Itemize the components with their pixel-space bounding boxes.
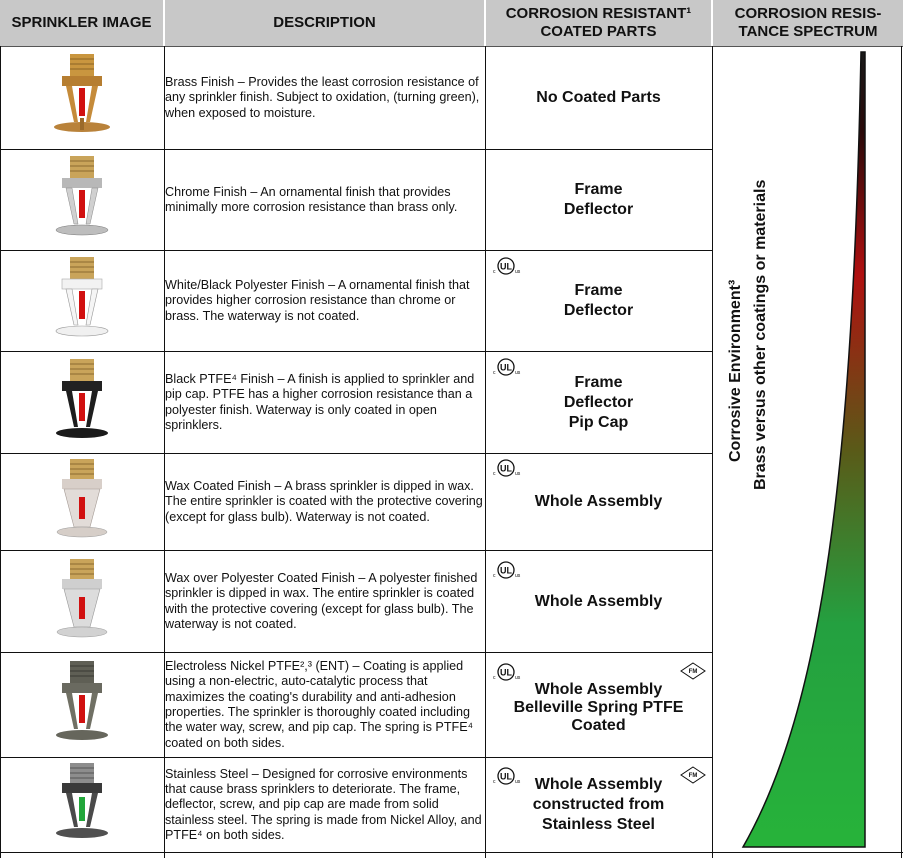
coated-part-label: Deflector (563, 393, 634, 411)
ul-listed-icon: UL c us (493, 358, 521, 376)
spectrum-label-comparison: Brass versus other coatings or materials (752, 180, 769, 490)
sprinkler-image-stainless-steel (0, 759, 163, 851)
sprinkler-image-wax-over-polyester (0, 553, 163, 650)
coated-parts-chrome: Frame Deflector (486, 152, 711, 248)
ul-listed-icon: UL c us (493, 561, 521, 579)
coated-part-label: Whole Assembly (534, 592, 663, 610)
sprinkler-image-electroless-nickel (0, 655, 163, 755)
svg-text:us: us (515, 370, 521, 376)
table-border-top (0, 46, 903, 47)
svg-text:UL: UL (500, 772, 512, 782)
ul-listed-icon: UL c us (493, 767, 521, 785)
description-stainless-steel: Stainless Steel – Designed for corrosive… (165, 766, 482, 842)
spectrum-label-environment: Corrosive Environment³ (727, 280, 744, 462)
svg-text:UL: UL (500, 566, 512, 576)
corrosion-spectrum-graphic: Corrosive Environment³ Brass versus othe… (727, 51, 866, 848)
svg-text:c: c (493, 779, 496, 785)
col-divider-2 (485, 46, 486, 858)
col-divider-3 (712, 46, 713, 858)
description-brass: Brass Finish – Provides the least corros… (165, 75, 480, 120)
coated-part-label: Whole Assembly (534, 680, 663, 698)
coated-part-label: constructed from (532, 796, 665, 813)
fm-approved-icon: FM (680, 662, 706, 680)
coated-parts-electroless-nickel: Whole Assembly Belleville Spring PTFE Co… (486, 660, 711, 755)
sprinkler-image-brass (0, 50, 163, 146)
coated-part-label: Frame (574, 181, 623, 198)
description-chrome: Chrome Finish – An ornamental finish tha… (165, 184, 458, 214)
sprinkler-image-white-polyester (0, 253, 163, 349)
table-border-left (0, 46, 1, 858)
row-divider (0, 453, 713, 454)
coated-part-label: Pip Cap (568, 413, 629, 431)
coated-part-label: Stainless Steel (542, 816, 655, 833)
coated-part-label: Whole Assembly (534, 776, 663, 793)
header-sprinkler-image: SPRINKLER IMAGE (0, 0, 165, 46)
svg-text:UL: UL (500, 363, 512, 373)
svg-text:c: c (493, 370, 496, 376)
row-divider (0, 149, 713, 150)
header-coated-parts: CORROSION RESISTANT¹ COATED PARTS (486, 0, 713, 46)
coated-parts-wax-over-polyester: Whole Assembly (486, 553, 711, 650)
sprinkler-image-wax (0, 456, 163, 548)
row-divider (0, 250, 713, 251)
row-divider (0, 652, 713, 653)
svg-text:us: us (515, 269, 521, 275)
coated-parts-white-polyester: Frame Deflector (486, 253, 711, 349)
description-white-polyester: White/Black Polyester Finish – A ornamen… (165, 278, 470, 323)
svg-text:UL: UL (500, 668, 512, 678)
coated-part-label: No Coated Parts (536, 89, 661, 106)
table-border-bottom (0, 852, 903, 853)
svg-text:c: c (493, 573, 496, 579)
coated-parts-wax: Whole Assembly (486, 456, 711, 548)
coated-part-label: Whole Assembly (534, 493, 663, 510)
col-divider-1 (164, 46, 165, 858)
ul-listed-icon: UL c us (493, 257, 521, 275)
description-wax: Wax Coated Finish – A brass sprinkler is… (165, 479, 483, 524)
coated-part-label: Deflector (563, 302, 634, 319)
header-description: DESCRIPTION (165, 0, 486, 46)
coated-part-label: Coated (571, 716, 626, 734)
header-spectrum: CORROSION RESIS-TANCE SPECTRUM (713, 0, 903, 46)
svg-text:FM: FM (689, 773, 698, 779)
spectrum-wedge (741, 51, 866, 848)
coated-parts-brass: No Coated Parts (486, 50, 711, 146)
svg-text:us: us (515, 471, 521, 477)
svg-text:us: us (515, 675, 521, 681)
svg-text:c: c (493, 471, 496, 477)
row-divider (0, 550, 713, 551)
coated-parts-black-ptfe: Frame Deflector Pip Cap (486, 354, 711, 451)
coated-part-label: Frame (574, 282, 623, 299)
ul-listed-icon: UL c us (493, 459, 521, 477)
svg-text:us: us (515, 779, 521, 785)
coated-parts-stainless-steel: Whole Assembly constructed from Stainles… (486, 759, 711, 851)
coated-part-label: Frame (574, 373, 623, 391)
coated-part-label: Belleville Spring PTFE (513, 698, 684, 716)
svg-text:c: c (493, 675, 496, 681)
description-wax-over-polyester: Wax over Polyester Coated Finish – A pol… (165, 570, 478, 631)
row-divider (0, 351, 713, 352)
description-electroless-nickel: Electroless Nickel PTFE²,³ (ENT) – Coati… (165, 659, 474, 750)
row-divider (0, 757, 713, 758)
sprinkler-image-chrome (0, 152, 163, 248)
ul-listed-icon: UL c us (493, 663, 521, 681)
coated-part-label: Deflector (563, 201, 634, 218)
svg-text:UL: UL (500, 262, 512, 272)
svg-text:us: us (515, 573, 521, 579)
table-border-right (901, 46, 902, 858)
svg-text:FM: FM (689, 669, 698, 675)
svg-text:UL: UL (500, 464, 512, 474)
fm-approved-icon: FM (680, 766, 706, 784)
description-black-ptfe: Black PTFE⁴ Finish – A finish is applied… (165, 371, 475, 432)
sprinkler-image-black-ptfe (0, 354, 163, 451)
svg-text:c: c (493, 269, 496, 275)
